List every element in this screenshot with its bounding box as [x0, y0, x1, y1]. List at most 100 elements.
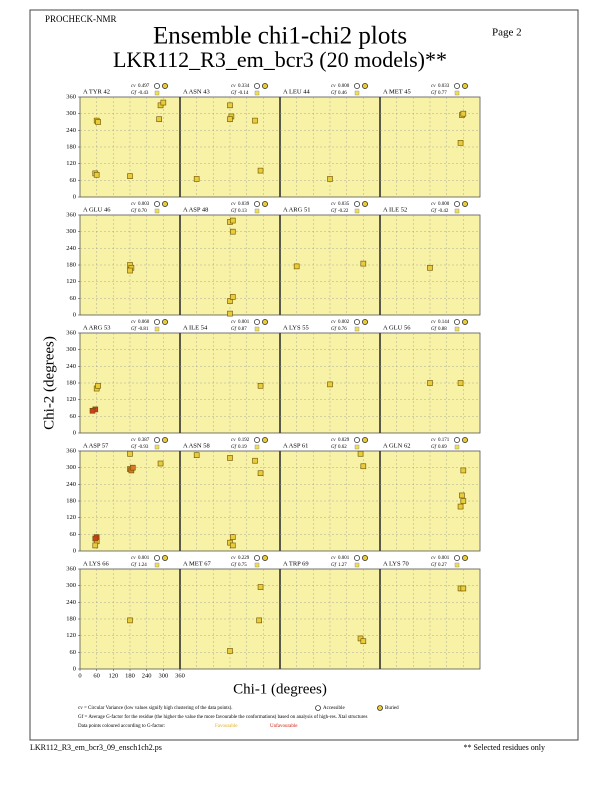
access-icon	[262, 83, 268, 89]
gf-label: Gf	[231, 563, 237, 568]
access-icon	[462, 437, 468, 443]
gf-label: Gf	[231, 445, 237, 450]
y-tick-label: 300	[66, 228, 76, 235]
cv-value: 0.387	[138, 438, 150, 443]
gf-label: Gf	[431, 209, 437, 214]
data-point	[92, 535, 99, 542]
x-tick-label: 0	[78, 672, 81, 679]
data-point	[327, 381, 333, 388]
cv-value: 0.229	[238, 556, 250, 561]
cv-icon	[354, 555, 360, 561]
gf-value: 0.70	[138, 209, 147, 214]
data-point	[227, 310, 233, 317]
residue-label: A ARG 51	[283, 206, 310, 213]
cv-icon	[354, 437, 360, 443]
cv-value: 0.001	[238, 320, 250, 325]
cv-value: 0.192	[238, 438, 250, 443]
gf-label: Gf	[131, 91, 137, 96]
gf-swatch	[454, 208, 460, 214]
data-point	[460, 498, 467, 504]
data-point	[229, 294, 236, 300]
gf-label: Gf	[331, 91, 337, 96]
x-tick-label: 120	[108, 672, 118, 679]
residue-label: A MET 45	[383, 88, 411, 95]
cv-icon	[354, 201, 360, 207]
gf-value: 0.62	[338, 445, 347, 450]
cv-icon	[354, 319, 360, 325]
y-tick-label: 180	[66, 261, 76, 268]
y-tick-label: 240	[66, 481, 76, 488]
cv-label: cv	[231, 202, 236, 207]
y-tick-label: 360	[66, 565, 76, 572]
cv-icon	[154, 83, 160, 89]
data-point	[360, 463, 367, 470]
gf-value: 0.77	[438, 91, 447, 96]
gf-label: Gf	[331, 209, 337, 214]
residue-label: A LYS 55	[283, 324, 309, 331]
cv-label: cv	[231, 320, 236, 325]
cv-value: 0.000	[338, 84, 350, 89]
gf-swatch	[454, 444, 460, 450]
gf-swatch	[154, 208, 160, 214]
gf-value: 0.69	[438, 445, 447, 450]
gf-swatch	[454, 326, 460, 332]
cv-value: 0.334	[238, 84, 250, 89]
y-axis-label: Chi-2 (degrees)	[41, 336, 57, 430]
gf-label: Gf	[431, 327, 437, 332]
access-icon	[462, 319, 468, 325]
gf-swatch	[354, 444, 360, 450]
y-tick-label: 60	[70, 413, 77, 420]
residue-label: A LYS 70	[383, 560, 409, 567]
y-tick-label: 300	[66, 582, 76, 589]
y-tick-label: 240	[66, 599, 76, 606]
cv-icon	[254, 83, 260, 89]
cv-label: cv	[331, 84, 336, 89]
data-point	[157, 460, 164, 467]
residue-label: A ILE 54	[183, 324, 208, 331]
x-tick-label: 180	[125, 672, 135, 679]
cv-value: 0.035	[338, 202, 350, 207]
gf-value: 0.75	[238, 563, 247, 568]
gf-swatch	[354, 208, 360, 214]
y-tick-label: 0	[73, 311, 76, 318]
y-tick-label: 0	[73, 193, 76, 200]
cv-label: cv	[231, 556, 236, 561]
data-point	[156, 116, 162, 123]
data-point	[227, 102, 233, 109]
data-point	[257, 584, 264, 590]
cv-icon	[454, 201, 460, 207]
gf-value: -0.93	[138, 445, 149, 450]
y-tick-label: 120	[66, 160, 76, 167]
y-tick-label: 240	[66, 127, 76, 134]
gf-swatch	[154, 562, 160, 568]
accessible-label: Accessible	[323, 706, 345, 711]
cv-icon	[454, 319, 460, 325]
cv-label: cv	[231, 438, 236, 443]
buried-label: Buried	[385, 706, 399, 711]
cv-value: 0.001	[138, 556, 150, 561]
gf-value: 0.88	[438, 327, 447, 332]
y-tick-label: 120	[66, 396, 76, 403]
access-icon	[362, 437, 368, 443]
cv-icon	[254, 555, 260, 561]
data-point	[127, 173, 133, 179]
page-frame	[29, 9, 579, 741]
data-point	[460, 110, 467, 117]
y-tick-label: 180	[66, 497, 76, 504]
access-icon	[262, 201, 268, 207]
chart-title: Ensemble chi1-chi2 plots	[153, 23, 407, 50]
y-tick-label: 60	[70, 649, 77, 656]
gf-value: 0.76	[338, 327, 347, 332]
gf-value: 0.87	[238, 327, 247, 332]
cv-icon	[154, 555, 160, 561]
residue-label: A ASN 43	[183, 88, 210, 95]
gf-value: 0.13	[238, 209, 247, 214]
x-tick-label: 60	[93, 672, 100, 679]
access-icon	[162, 83, 168, 89]
chart-subtitle: LKR112_R3_em_bcr3 (20 models)**	[113, 47, 447, 72]
y-tick-label: 180	[66, 379, 76, 386]
y-tick-label: 240	[66, 245, 76, 252]
data-point	[129, 464, 136, 471]
gf-value: 0.19	[238, 445, 247, 450]
